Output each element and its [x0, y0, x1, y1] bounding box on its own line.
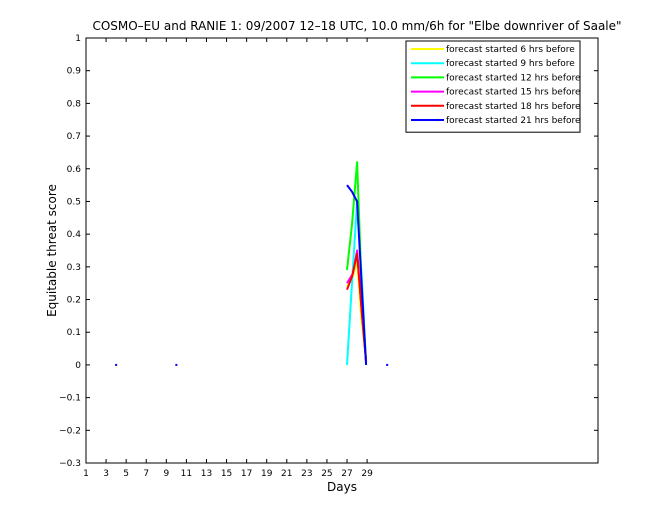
- isolated-points: [115, 363, 389, 366]
- x-tick-label: 5: [123, 469, 129, 479]
- data-point: [115, 363, 118, 366]
- y-tick-label: −0.1: [59, 394, 81, 404]
- y-tick-label: −0.3: [59, 459, 81, 469]
- series-line-6: [346, 184, 368, 365]
- y-tick-label: 0.9: [67, 67, 82, 77]
- legend: forecast started 6 hrs before forecast st…: [405, 40, 581, 133]
- chart-title: COSMO–EU and RANIE 1: 09/2007 12–18 UTC,…: [92, 19, 621, 33]
- y-axis: −0.3 −0.2 −0.1 0 0.1 0.2 0.3 0.4 0.5 0.6 0.7 0.8 0.9…: [59, 34, 598, 469]
- data-point: [175, 363, 178, 366]
- x-tick-label: 1: [83, 469, 89, 479]
- legend-label: forecast started 21 hrs before: [446, 116, 581, 126]
- x-tick-label: 3: [103, 469, 109, 479]
- legend-label: forecast started 12 hrs before: [446, 73, 581, 83]
- legend-label: forecast started 6 hrs before: [446, 45, 575, 55]
- y-tick-label: 0.6: [67, 165, 82, 175]
- legend-label: forecast started 9 hrs before: [446, 59, 575, 69]
- legend-label: forecast started 18 hrs before: [446, 102, 581, 112]
- x-axis: 1 3 5 7 9 11 13 15 17 19 21 23 25 27 29: [83, 38, 373, 479]
- x-tick-label: 13: [201, 469, 212, 479]
- x-tick-label: 23: [301, 469, 312, 479]
- y-tick-label: 0.7: [67, 132, 81, 142]
- y-tick-label: 0: [75, 361, 81, 371]
- x-tick-label: 7: [143, 469, 149, 479]
- y-tick-label: 0.2: [67, 296, 81, 306]
- x-tick-label: 9: [163, 469, 169, 479]
- legend-box: [405, 40, 581, 133]
- y-tick-label: 0.4: [67, 230, 82, 240]
- y-tick-label: 1: [75, 34, 81, 44]
- x-tick-label: 21: [281, 469, 292, 479]
- y-tick-label: 0.3: [67, 263, 81, 273]
- series-layer: [346, 161, 368, 365]
- plot-frame: [85, 37, 599, 464]
- x-axis-label: Days: [327, 480, 357, 494]
- data-point: [386, 363, 389, 366]
- x-tick-label: 17: [241, 469, 252, 479]
- x-tick-label: 15: [221, 469, 232, 479]
- x-tick-label: 27: [341, 469, 352, 479]
- x-tick-label: 25: [321, 469, 332, 479]
- y-tick-label: −0.2: [59, 426, 81, 436]
- y-tick-label: 0.5: [67, 197, 81, 207]
- y-axis-label: Equitable threat score: [45, 184, 59, 317]
- x-tick-label: 11: [181, 469, 192, 479]
- x-tick-label: 29: [361, 469, 373, 479]
- y-tick-label: 0.8: [67, 99, 82, 109]
- legend-label: forecast started 15 hrs before: [446, 88, 581, 98]
- x-tick-label: 19: [261, 469, 273, 479]
- y-tick-label: 0.1: [67, 328, 81, 338]
